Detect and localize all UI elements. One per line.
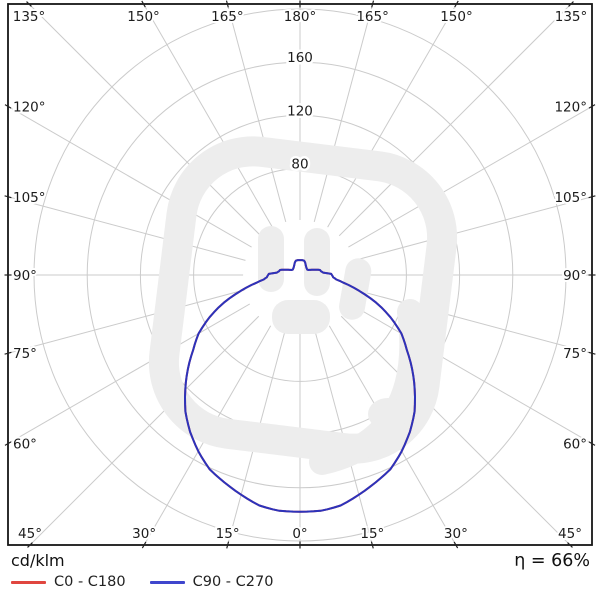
legend-swatch-c0-c180 (11, 580, 46, 584)
unit-label: cd/klm (11, 551, 65, 570)
angle-spoke (299, 105, 593, 276)
angle-label: 105° (554, 190, 587, 206)
border-ticks (4, 0, 596, 549)
angle-label: 30° (132, 526, 156, 542)
angle-label: 180° (284, 9, 317, 25)
legend-label-c90-c270: C90 - C270 (192, 574, 274, 590)
angle-spoke (28, 3, 301, 276)
angle-label: 150° (440, 9, 473, 25)
angle-label: 45° (18, 526, 42, 542)
legend: C0 - C180 C90 - C270 (11, 574, 273, 590)
angle-label: 135° (13, 9, 46, 25)
angle-label: 0° (292, 526, 307, 542)
radial-label: 80 (291, 157, 308, 173)
angle-label: 165° (211, 9, 244, 25)
angle-labels: 0° 15° 15° 30° 30° 45° 45° 60° 60° 75° 75° 90° 90° 10… (11, 7, 590, 544)
angle-label: 75° (563, 346, 587, 362)
angle-label: 15° (360, 526, 384, 542)
legend-swatch-c90-c270 (149, 580, 185, 584)
angle-label: 75° (13, 346, 37, 362)
angle-label: 90° (563, 268, 587, 284)
angle-label: 15° (216, 526, 240, 542)
angle-label: 165° (356, 9, 389, 25)
angle-spoke (7, 105, 301, 276)
legend-label-c0-c180: C0 - C180 (54, 574, 126, 590)
angle-label: 150° (127, 9, 160, 25)
angle-label: 135° (555, 9, 588, 25)
angle-spoke (299, 274, 571, 546)
radial-label: 120 (287, 103, 313, 119)
angle-label: 45° (558, 526, 582, 542)
angle-label: 120° (13, 99, 46, 115)
angle-label: 60° (13, 437, 37, 453)
angle-spoke (299, 3, 572, 276)
angle-label: 60° (563, 437, 587, 453)
watermark-logo (148, 136, 458, 475)
angle-label: 30° (444, 526, 468, 542)
curve-c90-c270 (184, 259, 416, 513)
angle-label: 105° (13, 190, 46, 206)
angle-label: 120° (554, 99, 587, 115)
radial-label: 160 (287, 50, 313, 66)
angle-label: 90° (13, 268, 37, 284)
efficiency-label: η = 66% (514, 551, 590, 571)
